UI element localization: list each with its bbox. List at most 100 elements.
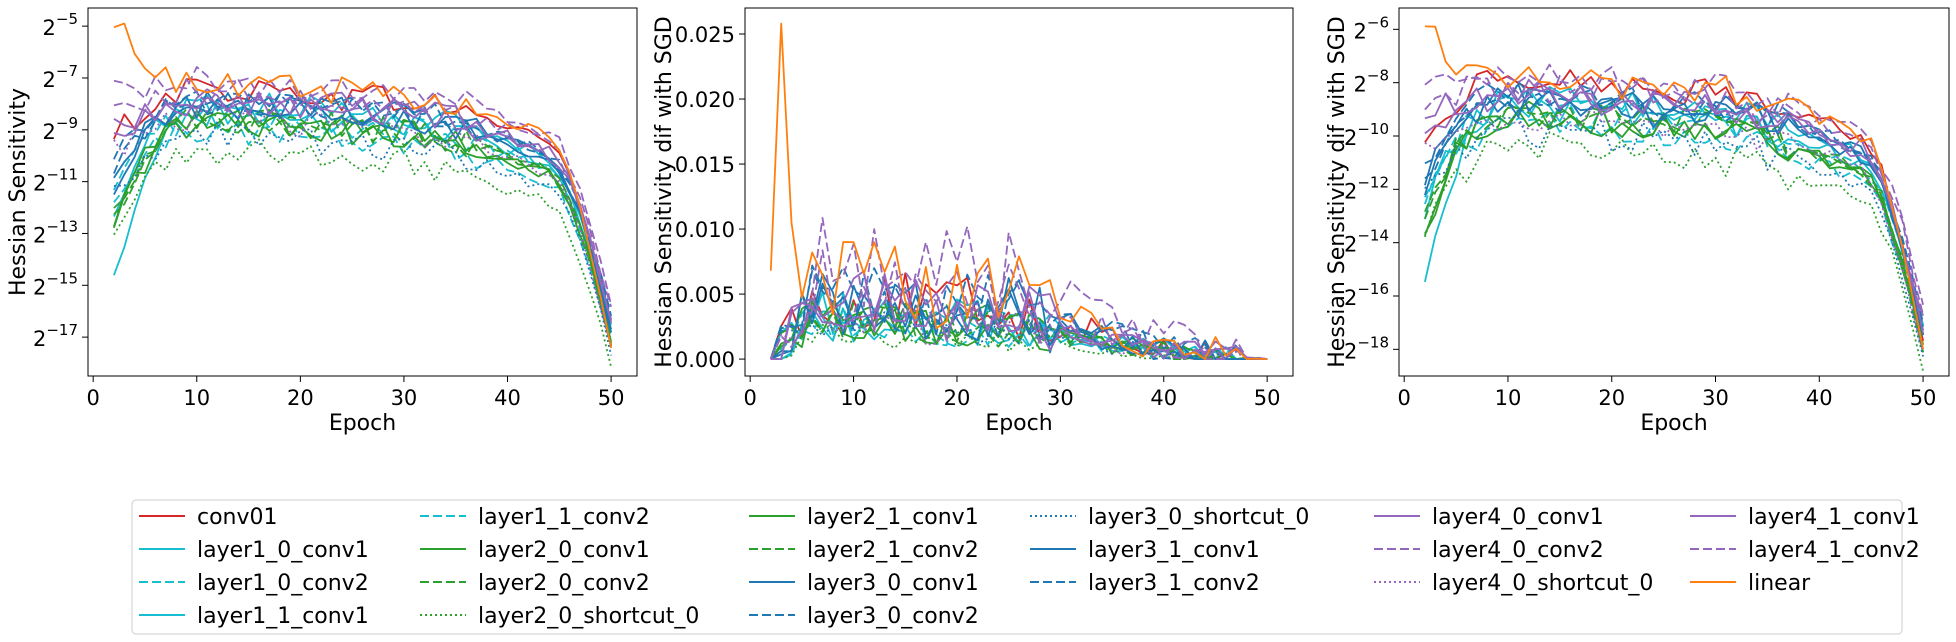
series-line-layer4_1_conv1 bbox=[113, 88, 612, 323]
y-tick-label: 0.015 bbox=[675, 153, 735, 177]
y-tick-label: 2−15 bbox=[33, 269, 78, 299]
series-line-layer2_0_conv2 bbox=[113, 112, 612, 347]
series-line-layer3_1_conv1 bbox=[770, 281, 1268, 361]
legend-label-layer4_0_conv1: layer4_0_conv1 bbox=[1432, 505, 1604, 530]
series-line-linear bbox=[113, 22, 612, 349]
plot-frame bbox=[744, 7, 1294, 377]
x-tick-label: 50 bbox=[1254, 386, 1281, 410]
series-line-linear bbox=[769, 22, 1268, 361]
y-tick-label: 0.005 bbox=[675, 283, 735, 307]
series-line-conv01 bbox=[113, 78, 612, 346]
legend-label-layer3_1_conv1: layer3_1_conv1 bbox=[1088, 538, 1260, 563]
plot-frame bbox=[1398, 7, 1950, 377]
panel-2: 0 10 20 30 40 50 0.000 0.005 0.010 0.015 0.020 0.02… bbox=[652, 7, 1294, 436]
x-tick-label: 30 bbox=[391, 386, 418, 410]
x-tick-label: 30 bbox=[1702, 386, 1729, 410]
y-tick-label: 2−10 bbox=[1344, 120, 1389, 150]
series-group bbox=[769, 22, 1268, 361]
series-line-linear bbox=[1424, 25, 1924, 350]
y-tick-label: 0.000 bbox=[675, 348, 735, 372]
series-line-layer1_0_conv2 bbox=[770, 299, 1268, 361]
series-line-layer3_1_conv2 bbox=[1424, 83, 1924, 327]
series-line-layer2_1_conv2 bbox=[769, 301, 1268, 361]
legend-box bbox=[131, 499, 1903, 635]
series-line-layer2_1_conv2 bbox=[1424, 101, 1924, 353]
series-line-layer2_1_conv1 bbox=[113, 111, 612, 344]
y-tick-label: 0.025 bbox=[675, 23, 735, 47]
legend-label-layer1_1_conv1: layer1_1_conv1 bbox=[197, 604, 369, 629]
y-axis-label: Hessian Sensitivity dif with SGD bbox=[1325, 16, 1350, 368]
x-tick-label: 50 bbox=[1910, 386, 1937, 410]
series-line-layer3_1_conv1 bbox=[1424, 88, 1924, 336]
series-line-layer3_0_shortcut_0 bbox=[113, 120, 612, 356]
y-tick-label: 0.020 bbox=[675, 88, 735, 112]
y-tick-label: 2−18 bbox=[1344, 333, 1389, 363]
y-tick-label: 2−16 bbox=[1344, 280, 1389, 310]
legend-label-layer1_1_conv2: layer1_1_conv2 bbox=[478, 505, 650, 530]
legend-label-conv01: conv01 bbox=[197, 505, 278, 530]
series-line-layer3_1_conv2 bbox=[769, 269, 1268, 361]
legend-label-layer4_0_conv2: layer4_0_conv2 bbox=[1432, 538, 1604, 563]
y-tick-label: 2−17 bbox=[33, 321, 78, 351]
x-tick-label: 0 bbox=[86, 386, 99, 410]
y-tick-label: 0.010 bbox=[675, 218, 735, 242]
series-line-layer2_0_conv1 bbox=[1424, 104, 1924, 335]
x-tick-label: 30 bbox=[1047, 386, 1074, 410]
y-tick-label: 2−14 bbox=[1344, 227, 1389, 257]
series-line-layer4_0_shortcut_0 bbox=[113, 106, 612, 347]
y-tick-label: 2−9 bbox=[43, 114, 79, 144]
y-axis-label: Hessian Sensitivity bbox=[6, 88, 31, 296]
series-line-layer2_0_conv1 bbox=[113, 109, 612, 342]
x-axis-label: Epoch bbox=[329, 411, 396, 436]
series-line-layer3_0_conv2 bbox=[769, 264, 1268, 361]
legend-label-layer1_0_conv1: layer1_0_conv1 bbox=[197, 538, 369, 563]
series-line-layer4_1_conv2 bbox=[113, 78, 612, 308]
series-group bbox=[1424, 25, 1924, 372]
series-line-layer2_0_conv2 bbox=[1424, 104, 1924, 345]
x-tick-label: 10 bbox=[183, 386, 210, 410]
series-line-conv01 bbox=[1424, 69, 1924, 342]
series-line-layer4_0_shortcut_0 bbox=[769, 302, 1268, 361]
legend-label-layer3_1_conv2: layer3_1_conv2 bbox=[1088, 571, 1260, 596]
x-tick-label: 10 bbox=[1495, 386, 1522, 410]
series-line-layer4_1_conv1 bbox=[770, 281, 1268, 361]
series-line-layer2_0_shortcut_0 bbox=[113, 138, 612, 368]
series-line-layer1_1_conv1 bbox=[113, 100, 612, 333]
y-axis-label: Hessian Sensitivity dif with SGD bbox=[652, 16, 677, 368]
series-line-layer2_1_conv1 bbox=[1424, 100, 1924, 353]
legend-label-layer4_1_conv1: layer4_1_conv1 bbox=[1748, 505, 1920, 530]
x-tick-label: 40 bbox=[494, 386, 521, 410]
y-tick-label: 2−8 bbox=[1354, 67, 1390, 97]
panel-3: 0 10 20 30 40 50 2−6 2−8 2−10 2−12 2−14 2−16 2−18 Epo… bbox=[1325, 7, 1950, 436]
plot-frame bbox=[87, 7, 638, 377]
y-tick-label: 2−5 bbox=[43, 10, 79, 40]
series-line-layer1_1_conv2 bbox=[113, 121, 612, 343]
x-tick-label: 20 bbox=[1598, 386, 1625, 410]
series-line-layer2_0_shortcut_0 bbox=[1424, 131, 1924, 372]
series-line-layer3_1_conv2 bbox=[113, 92, 612, 317]
panel-1: 0 10 20 30 40 50 2−5 2−7 2−9 2−11 2−13 2−15 2−17 Epoc… bbox=[6, 7, 638, 436]
series-line-layer1_0_conv2 bbox=[113, 104, 612, 338]
legend: conv01 layer1_0_conv1 layer1_0_conv2 layer1… bbox=[131, 499, 1920, 635]
legend-label-layer2_1_conv2: layer2_1_conv2 bbox=[807, 538, 979, 563]
legend-label-layer2_1_conv1: layer2_1_conv1 bbox=[807, 505, 979, 530]
x-axis-label: Epoch bbox=[1640, 411, 1707, 436]
legend-label-layer3_0_conv2: layer3_0_conv2 bbox=[807, 604, 979, 629]
legend-label-layer3_0_conv1: layer3_0_conv1 bbox=[807, 571, 979, 596]
x-tick-label: 0 bbox=[1398, 386, 1411, 410]
y-tick-label: 2−7 bbox=[43, 62, 79, 92]
x-tick-label: 20 bbox=[287, 386, 314, 410]
x-tick-label: 0 bbox=[743, 386, 756, 410]
x-tick-label: 50 bbox=[598, 386, 625, 410]
legend-label-linear: linear bbox=[1748, 571, 1811, 596]
series-line-layer4_1_conv2 bbox=[769, 249, 1268, 361]
legend-label-layer4_0_shortcut_0: layer4_0_shortcut_0 bbox=[1432, 571, 1653, 596]
x-tick-label: 10 bbox=[840, 386, 867, 410]
x-tick-label: 40 bbox=[1150, 386, 1177, 410]
y-tick-label: 2−13 bbox=[33, 217, 78, 247]
legend-label-layer3_0_shortcut_0: layer3_0_shortcut_0 bbox=[1088, 505, 1309, 530]
legend-label-layer2_0_shortcut_0: layer2_0_shortcut_0 bbox=[478, 604, 699, 629]
series-line-layer4_0_conv2 bbox=[113, 66, 612, 306]
